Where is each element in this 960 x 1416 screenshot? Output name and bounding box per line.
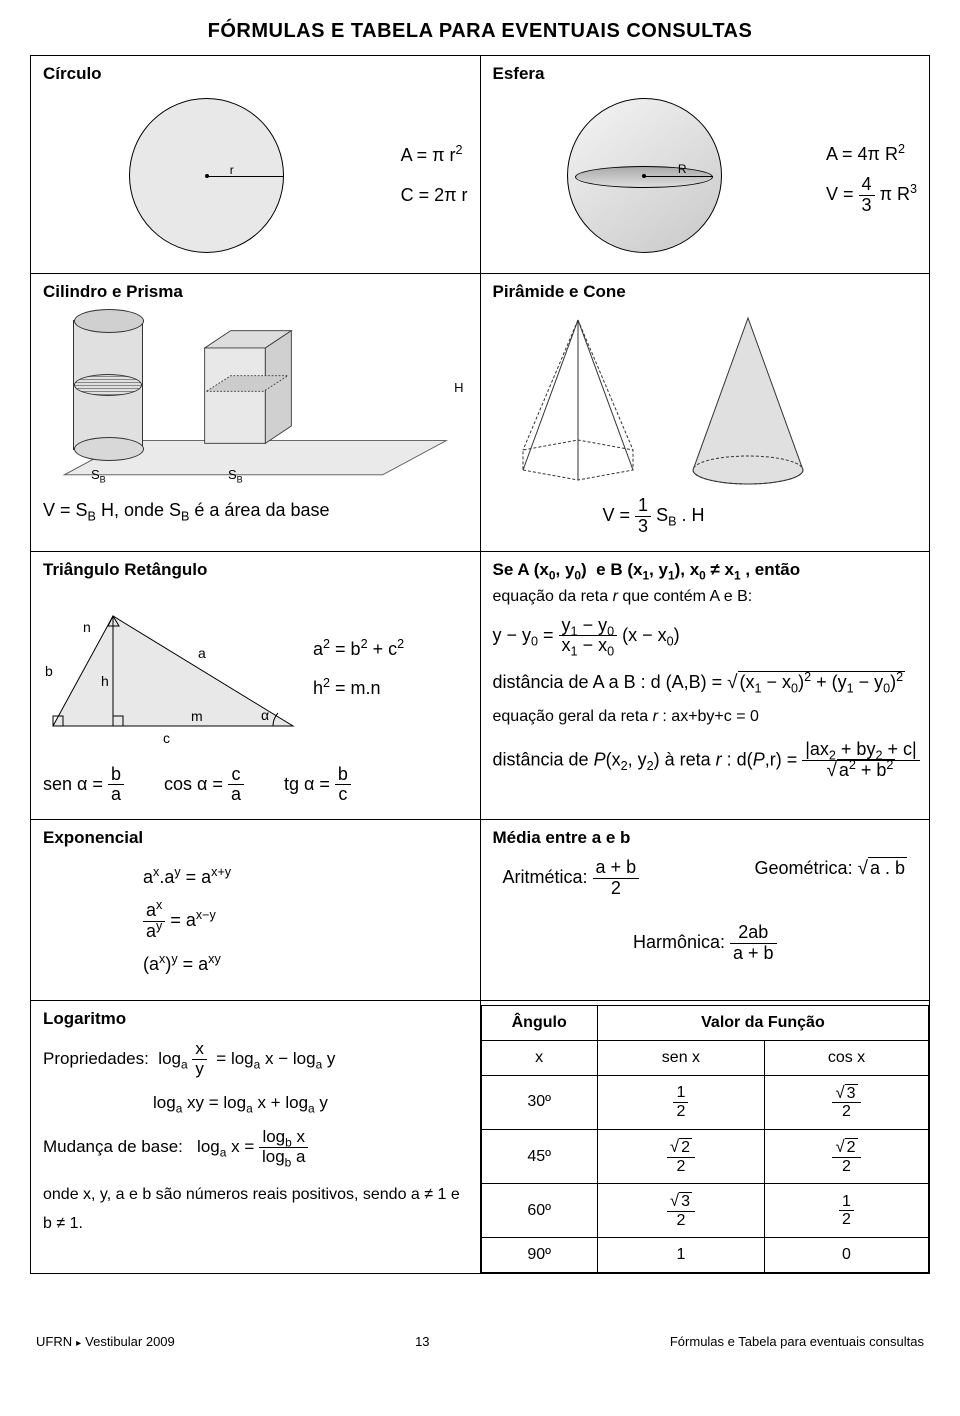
media-title: Média entre a e b	[493, 828, 918, 848]
tan-formula: tg α = bc	[284, 765, 351, 806]
log-p1: Propriedades: loga xy = loga x − loga y	[43, 1037, 468, 1081]
pythagoras: a2 = b2 + c2	[313, 630, 404, 670]
triangle-figure: b n a h m c α	[43, 596, 303, 751]
sphere-title: Esfera	[493, 64, 918, 84]
trig-table: Ângulo Valor da Função x sen x cos x 30º…	[481, 1005, 930, 1274]
svg-text:c: c	[163, 730, 170, 746]
cylprism-volume: V = SB H, onde SB é a área da base	[43, 500, 468, 521]
line-title: Se A (x0, y0) e B (x1, y1), x0 ≠ x1 , en…	[493, 560, 918, 580]
circle-r-label: r	[230, 163, 234, 177]
pyrcone-title: Pirâmide e Cone	[493, 282, 918, 302]
svg-text:m: m	[191, 708, 203, 724]
svg-text:b: b	[45, 663, 53, 679]
pyrcone-volume: V = 13 SB . H	[493, 496, 918, 537]
circle-area: A = π r2	[401, 136, 468, 176]
sphere-volume: V = 43 π R3	[826, 175, 917, 216]
line-general: equação geral da reta r : ax+by+c = 0	[493, 708, 918, 726]
footer-right: Fórmulas e Tabela para eventuais consult…	[670, 1334, 924, 1349]
svg-text:h: h	[101, 673, 109, 689]
formula-grid: Círculo r A = π r2 C = 2π r Esfera R A =…	[30, 55, 930, 1274]
cos-formula: cos α = ca	[164, 765, 244, 806]
altitude-rel: h2 = m.n	[313, 669, 404, 709]
expo-r3: (ax)y = axy	[143, 943, 468, 986]
expo-title: Exponencial	[43, 828, 468, 848]
trig-th-angle: Ângulo	[481, 1005, 597, 1040]
cylprism-title: Cilindro e Prisma	[43, 282, 468, 302]
page-number: 13	[415, 1334, 429, 1349]
media-harm: Harmônica: 2aba + b	[493, 923, 918, 964]
sphere-r-label: R	[678, 162, 687, 176]
line-contains: equação da reta r que contém A e B:	[493, 588, 918, 606]
media-arit: Aritmética: a + b2	[503, 858, 640, 899]
trig-row-45: 45º √22 √22	[481, 1129, 929, 1183]
log-p2: loga xy = loga x + loga y	[43, 1081, 468, 1125]
sin-formula: sen α = ba	[43, 765, 124, 806]
expo-r2: axay = ax−y	[143, 899, 468, 942]
circle-circumference: C = 2π r	[401, 176, 468, 216]
line-dist-pr: distância de P(x2, y2) à reta r : d(P,r)…	[493, 740, 918, 782]
line-slope: y − y0 = y1 − y0x1 − x0 (x − x0)	[493, 616, 918, 657]
circle-figure: r	[129, 98, 284, 253]
svg-text:α: α	[261, 707, 269, 723]
page-title: FÓRMULAS E TABELA PARA EVENTUAIS CONSULT…	[30, 20, 930, 43]
expo-r1: ax.ay = ax+y	[143, 856, 468, 899]
log-base: Mudança de base: loga x = logb xlogb a	[43, 1125, 468, 1169]
pyramid-figure	[493, 310, 663, 490]
trig-th-val: Valor da Função	[597, 1005, 928, 1040]
sphere-area: A = 4π R2	[826, 135, 917, 175]
trig-row-60: 60º √32 12	[481, 1184, 929, 1238]
trig-row-90: 90º 1 0	[481, 1238, 929, 1273]
footer: UFRN▸Vestibular 2009 13 Fórmulas e Tabel…	[30, 1334, 930, 1349]
cylprism-figure: SB SB H	[43, 310, 468, 500]
svg-text:a: a	[198, 645, 206, 661]
media-geom: Geométrica: √a . b	[755, 858, 907, 899]
log-note: onde x, y, a e b são números reais posit…	[43, 1181, 468, 1239]
triangle-title: Triângulo Retângulo	[43, 560, 468, 580]
sphere-figure: R	[567, 98, 722, 253]
trig-row-30: 30º 12 √32	[481, 1075, 929, 1129]
svg-text:n: n	[83, 619, 91, 635]
log-title: Logaritmo	[43, 1009, 468, 1029]
cone-figure	[683, 310, 813, 490]
circle-title: Círculo	[43, 64, 468, 84]
line-dist-ab: distância de A a B : d (A,B) = √(x1 − x0…	[493, 672, 918, 694]
